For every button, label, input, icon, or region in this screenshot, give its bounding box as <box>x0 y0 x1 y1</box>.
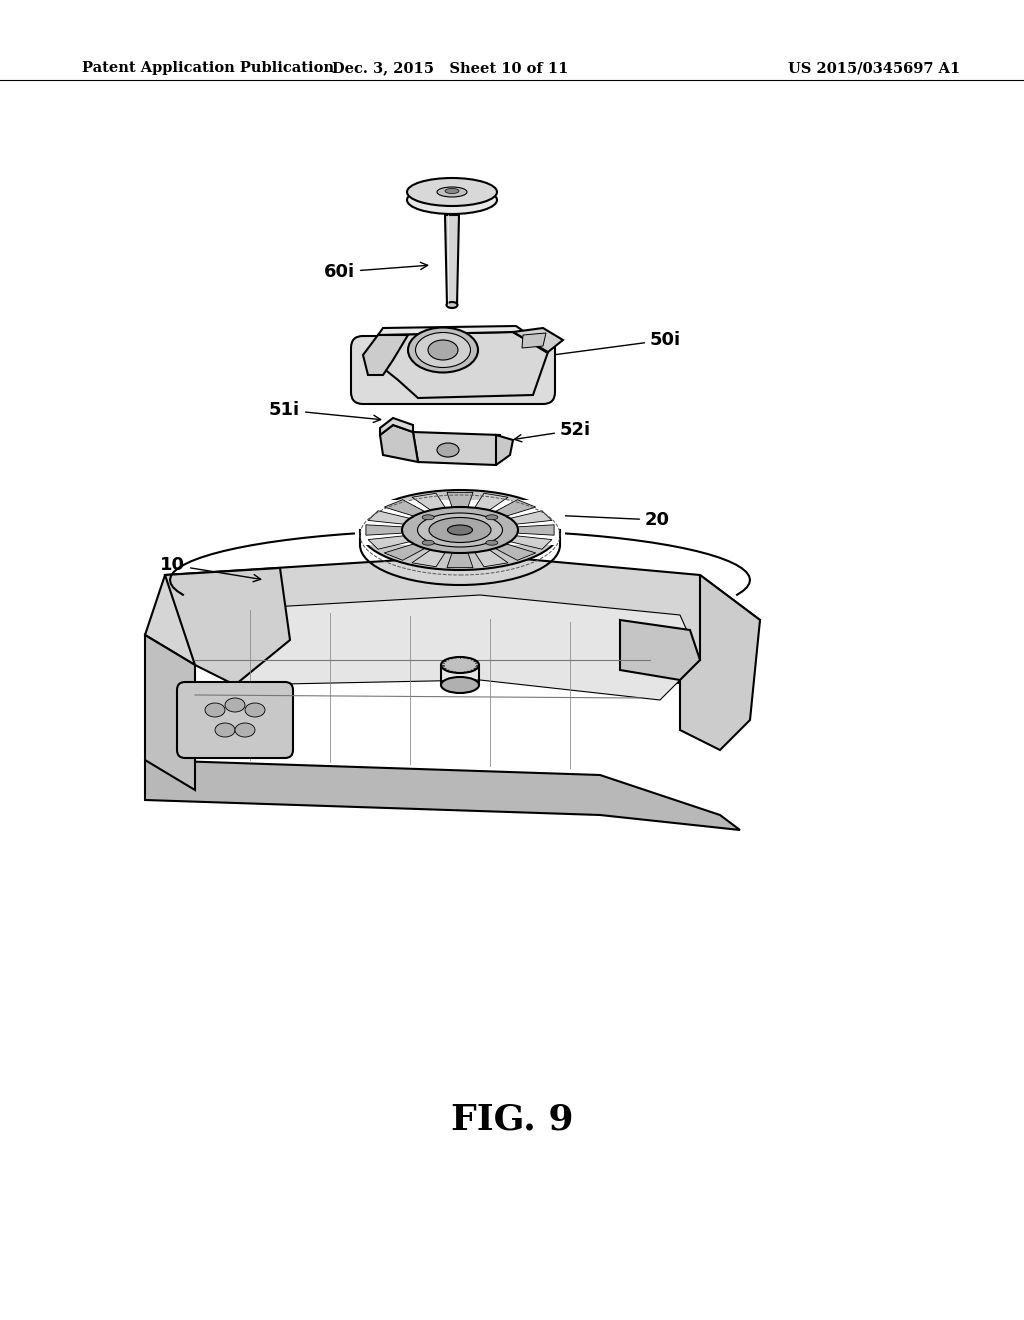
Polygon shape <box>165 568 290 685</box>
Text: 52i: 52i <box>514 421 591 442</box>
Ellipse shape <box>402 507 518 553</box>
Ellipse shape <box>408 327 478 372</box>
Ellipse shape <box>245 704 265 717</box>
Ellipse shape <box>418 513 503 546</box>
Ellipse shape <box>447 525 472 535</box>
FancyBboxPatch shape <box>351 337 555 404</box>
Polygon shape <box>384 544 425 560</box>
Ellipse shape <box>205 704 225 717</box>
Ellipse shape <box>215 723 234 737</box>
Ellipse shape <box>225 698 245 711</box>
Text: US 2015/0345697 A1: US 2015/0345697 A1 <box>787 61 961 75</box>
Ellipse shape <box>485 540 498 545</box>
Ellipse shape <box>441 677 479 693</box>
Polygon shape <box>373 333 548 399</box>
Text: 10: 10 <box>160 556 261 582</box>
FancyBboxPatch shape <box>177 682 293 758</box>
Polygon shape <box>380 425 418 462</box>
Ellipse shape <box>437 444 459 457</box>
Polygon shape <box>205 595 700 700</box>
Text: 50i: 50i <box>535 331 681 360</box>
Polygon shape <box>384 500 425 516</box>
Polygon shape <box>447 492 473 507</box>
Polygon shape <box>510 511 552 524</box>
Polygon shape <box>620 620 700 680</box>
Polygon shape <box>445 215 459 305</box>
Polygon shape <box>495 544 536 560</box>
Ellipse shape <box>429 517 490 543</box>
Polygon shape <box>522 333 546 348</box>
Polygon shape <box>510 536 552 549</box>
Polygon shape <box>366 525 402 535</box>
Polygon shape <box>475 550 508 566</box>
Polygon shape <box>495 500 536 516</box>
Ellipse shape <box>437 187 467 197</box>
Polygon shape <box>355 500 565 545</box>
Ellipse shape <box>416 333 470 367</box>
Polygon shape <box>378 326 548 352</box>
Polygon shape <box>362 335 408 375</box>
Text: 60i: 60i <box>324 263 428 281</box>
Ellipse shape <box>422 515 434 520</box>
Polygon shape <box>412 550 445 566</box>
Ellipse shape <box>441 657 479 673</box>
Ellipse shape <box>360 490 560 570</box>
Ellipse shape <box>428 341 458 360</box>
Text: FIG. 9: FIG. 9 <box>451 1104 573 1137</box>
Polygon shape <box>680 576 760 750</box>
Polygon shape <box>513 327 563 352</box>
Polygon shape <box>517 525 554 535</box>
Polygon shape <box>475 494 508 510</box>
Text: 20: 20 <box>552 511 670 529</box>
Ellipse shape <box>234 723 255 737</box>
Ellipse shape <box>407 186 497 214</box>
Polygon shape <box>145 635 195 789</box>
Ellipse shape <box>485 515 498 520</box>
Polygon shape <box>413 432 500 465</box>
Ellipse shape <box>422 540 434 545</box>
Ellipse shape <box>446 302 458 308</box>
Polygon shape <box>368 511 410 524</box>
Polygon shape <box>412 494 445 510</box>
Text: Dec. 3, 2015   Sheet 10 of 11: Dec. 3, 2015 Sheet 10 of 11 <box>332 61 568 75</box>
Polygon shape <box>368 536 410 549</box>
Ellipse shape <box>407 178 497 206</box>
Polygon shape <box>145 760 740 830</box>
Polygon shape <box>380 418 413 436</box>
Text: 51i: 51i <box>269 401 381 422</box>
Polygon shape <box>496 436 513 465</box>
Polygon shape <box>145 554 760 690</box>
Polygon shape <box>447 553 473 568</box>
Text: Patent Application Publication: Patent Application Publication <box>82 61 334 75</box>
Ellipse shape <box>445 189 459 194</box>
